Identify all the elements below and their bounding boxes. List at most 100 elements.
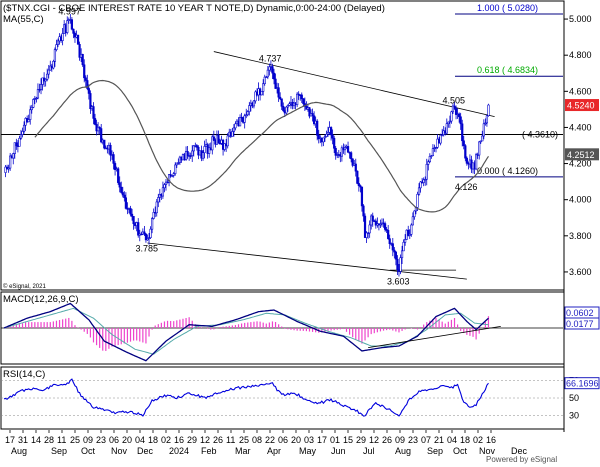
candle-body bbox=[93, 118, 97, 125]
candle-body bbox=[22, 124, 26, 132]
candle-body bbox=[484, 122, 487, 125]
candle-body bbox=[234, 123, 237, 129]
candle-body bbox=[279, 96, 282, 100]
candle-body bbox=[263, 76, 266, 84]
fib-level-label: 0.618 ( 4.6834) bbox=[477, 65, 538, 75]
candle-body bbox=[232, 127, 235, 132]
x-tick-label: 18 bbox=[148, 435, 158, 445]
pivot-annotation: 3.785 bbox=[135, 244, 158, 254]
candle-body bbox=[84, 77, 87, 81]
ma-line bbox=[34, 79, 489, 213]
candle-body bbox=[399, 257, 402, 272]
x-month-label: Dec bbox=[137, 446, 154, 456]
candle-body bbox=[66, 20, 69, 33]
x-tick-label: 20 bbox=[291, 435, 301, 445]
x-month-label: Nov bbox=[111, 446, 128, 456]
candle-body bbox=[346, 146, 350, 153]
x-tick-label: 26 bbox=[382, 435, 392, 445]
x-tick-label: 06 bbox=[278, 435, 288, 445]
candle-body bbox=[129, 208, 132, 215]
candle-body bbox=[465, 157, 468, 164]
candle-body bbox=[453, 105, 456, 109]
candle-body bbox=[218, 142, 222, 145]
candle-body bbox=[271, 66, 274, 74]
candle-body bbox=[208, 147, 211, 154]
candle-body bbox=[280, 98, 283, 107]
x-tick-label: 11 bbox=[226, 435, 235, 445]
candle-body bbox=[331, 134, 334, 139]
candle-body bbox=[374, 220, 377, 226]
candle-body bbox=[223, 143, 226, 150]
x-month-label: Mar bbox=[235, 446, 251, 456]
candle-body bbox=[212, 136, 215, 141]
rsi-tick-label: 50 bbox=[569, 393, 579, 403]
candle-body bbox=[243, 115, 246, 123]
candle-body bbox=[274, 78, 277, 89]
pivot-annotation: 4.505 bbox=[443, 95, 466, 105]
trendline bbox=[147, 242, 467, 280]
x-tick-label: 17 bbox=[317, 435, 327, 445]
rsi-line bbox=[3, 378, 489, 417]
candle-body bbox=[485, 115, 489, 124]
x-tick-label: 20 bbox=[122, 435, 132, 445]
candle-body bbox=[177, 162, 180, 164]
candle-body bbox=[308, 107, 311, 117]
candle-body bbox=[39, 84, 43, 90]
candle-body bbox=[123, 194, 126, 199]
rsi-tick-label: 30 bbox=[569, 411, 579, 421]
x-tick-label: 11 bbox=[57, 435, 66, 445]
candle-body bbox=[411, 216, 414, 226]
x-axis: 17 31 14 28 11 25 09 23 06 20 04 18 02 16 29 12 26 11 25 08… bbox=[5, 430, 528, 456]
x-tick-label: 29 bbox=[187, 435, 197, 445]
candles bbox=[4, 14, 490, 277]
x-tick-label: 17 bbox=[5, 435, 15, 445]
candle-body bbox=[87, 88, 90, 94]
candle-body bbox=[365, 232, 368, 238]
x-month-label: Aug bbox=[395, 446, 411, 456]
candle-body bbox=[32, 99, 35, 108]
copyright-text: © eSignal, 2021 bbox=[3, 283, 46, 290]
candle-body bbox=[147, 237, 151, 239]
x-tick-label: 09 bbox=[83, 435, 93, 445]
pivot-annotation: 4.737 bbox=[259, 54, 282, 64]
candle-body bbox=[360, 186, 364, 207]
x-month-label: Nov bbox=[479, 446, 496, 456]
x-month-label: Apr bbox=[267, 446, 281, 456]
price-tick-label: 4.400 bbox=[569, 122, 592, 132]
candle-body bbox=[350, 152, 353, 160]
x-tick-label: 16 bbox=[174, 435, 184, 445]
candle-body bbox=[70, 19, 73, 30]
candle-body bbox=[302, 98, 305, 104]
price-tick-label: 3.800 bbox=[569, 231, 592, 241]
candle-body bbox=[451, 105, 455, 113]
candle-body bbox=[300, 94, 303, 100]
candle-body bbox=[15, 142, 18, 147]
candle-body bbox=[83, 64, 86, 79]
candle-body bbox=[379, 223, 382, 226]
candle-body bbox=[217, 134, 220, 144]
candle-body bbox=[171, 175, 174, 177]
price-tag-text: 4.5240 bbox=[567, 101, 595, 111]
x-tick-label: 18 bbox=[460, 435, 470, 445]
candle-body bbox=[333, 137, 336, 149]
candle-body bbox=[78, 44, 81, 58]
x-tick-label: 22 bbox=[265, 435, 275, 445]
candle-body bbox=[36, 89, 40, 99]
price-tag-text: 4.2512 bbox=[567, 150, 595, 160]
x-month-label: Dec bbox=[511, 446, 528, 456]
candle-body bbox=[400, 250, 404, 259]
candle-body bbox=[459, 116, 462, 125]
x-tick-label: 14 bbox=[31, 435, 41, 445]
x-tick-label: 01 bbox=[330, 435, 340, 445]
candle-body bbox=[396, 258, 399, 270]
candle-body bbox=[112, 154, 115, 164]
candle-body bbox=[155, 201, 158, 214]
rsi-tag-text: 66.1696 bbox=[566, 379, 599, 389]
candle-body bbox=[152, 212, 155, 219]
x-month-label: May bbox=[299, 446, 317, 456]
x-tick-label: 03 bbox=[304, 435, 314, 445]
candle-body bbox=[311, 113, 314, 117]
candle-body bbox=[447, 121, 450, 124]
pivot-annotation: 3.603 bbox=[387, 276, 410, 286]
x-tick-label: 02 bbox=[473, 435, 483, 445]
